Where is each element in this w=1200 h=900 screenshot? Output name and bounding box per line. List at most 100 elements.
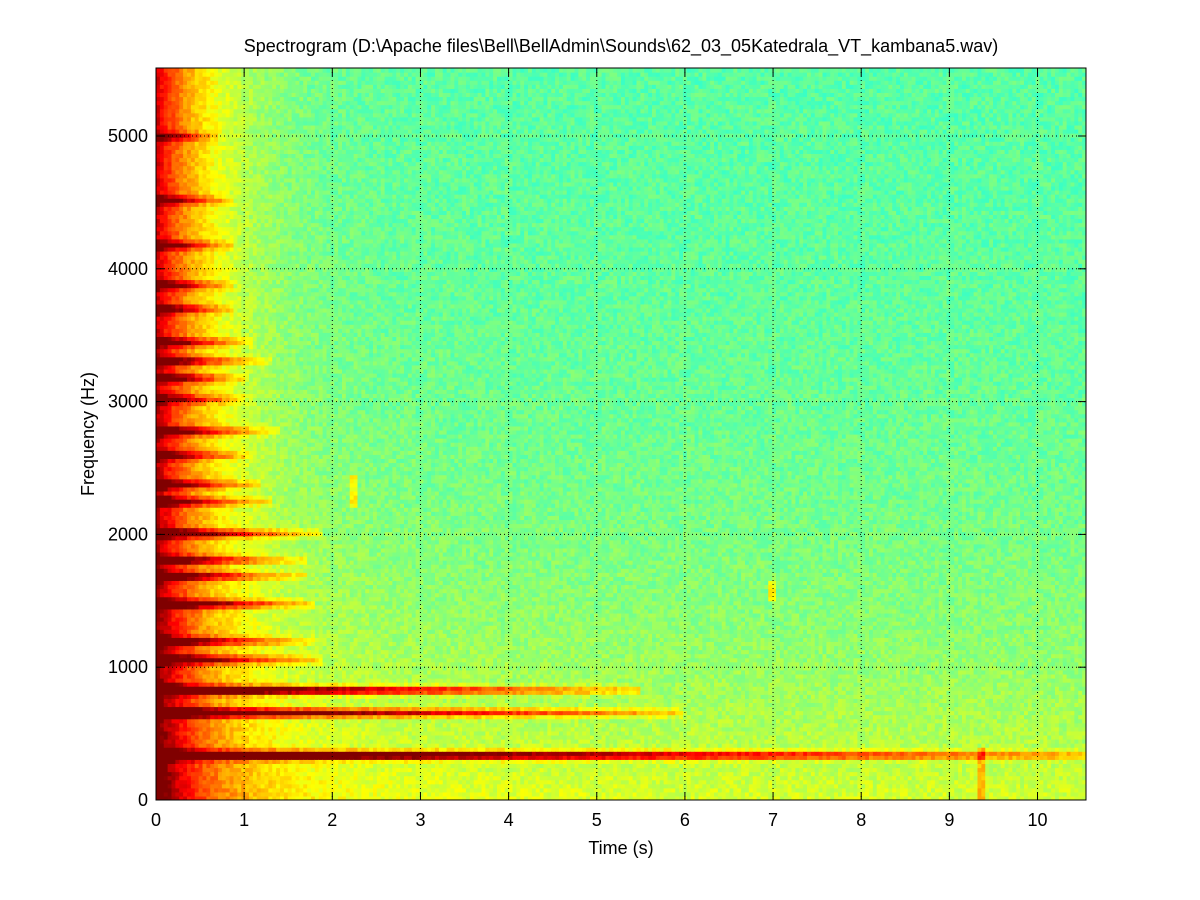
heatmap-cell xyxy=(183,694,187,699)
heatmap-cell xyxy=(179,605,183,610)
heatmap-cell xyxy=(230,296,234,301)
heatmap-cell xyxy=(210,507,214,512)
heatmap-cell xyxy=(175,471,179,476)
heatmap-cell xyxy=(210,214,214,219)
heatmap-cell xyxy=(195,686,199,691)
heatmap-cell xyxy=(206,190,210,195)
heatmap-cell xyxy=(218,727,222,732)
heatmap-cell xyxy=(214,198,218,203)
heatmap-cell xyxy=(226,617,230,622)
heatmap-cell xyxy=(230,442,234,447)
heatmap-cell xyxy=(226,772,230,777)
heatmap-cell xyxy=(206,340,210,345)
heatmap-cell xyxy=(230,377,234,382)
heatmap-cell xyxy=(175,552,179,557)
heatmap-cell xyxy=(210,125,214,130)
heatmap-cell xyxy=(199,743,203,748)
heatmap-cell xyxy=(226,438,230,443)
heatmap-cell xyxy=(172,564,176,569)
heatmap-cell xyxy=(214,92,218,97)
heatmap-cell xyxy=(203,76,207,81)
heatmap-cell xyxy=(226,385,230,390)
heatmap-cell xyxy=(222,68,226,73)
heatmap-cell xyxy=(214,178,218,183)
heatmap-cell xyxy=(179,564,183,569)
heatmap-cell xyxy=(179,686,183,691)
heatmap-cell xyxy=(179,706,183,711)
heatmap-cell xyxy=(191,251,195,256)
heatmap-cell xyxy=(203,544,207,549)
heatmap-cell xyxy=(156,743,160,748)
heatmap-cell xyxy=(179,145,183,150)
heatmap-cell xyxy=(179,763,183,768)
heatmap-cell xyxy=(156,763,160,768)
heatmap-cell xyxy=(218,369,222,374)
heatmap-cell xyxy=(156,137,160,142)
heatmap-cell xyxy=(172,475,176,480)
heatmap-cell xyxy=(199,755,203,760)
heatmap-cell xyxy=(237,637,241,642)
heatmap-cell xyxy=(179,743,183,748)
heatmap-cell xyxy=(210,300,214,305)
heatmap-cell xyxy=(156,438,160,443)
heatmap-cell xyxy=(175,80,179,85)
heatmap-cell xyxy=(226,487,230,492)
heatmap-cell xyxy=(237,304,241,309)
heatmap-cell xyxy=(156,751,160,756)
heatmap-cell xyxy=(195,589,199,594)
heatmap-cell xyxy=(203,328,207,333)
heatmap-cell xyxy=(168,723,172,728)
heatmap-cell xyxy=(156,511,160,516)
heatmap-cell xyxy=(187,170,191,175)
heatmap-cell xyxy=(214,751,218,756)
heatmap-cell xyxy=(226,536,230,541)
heatmap-cell xyxy=(226,454,230,459)
heatmap-cell xyxy=(214,231,218,236)
heatmap-cell xyxy=(214,564,218,569)
heatmap-cell xyxy=(156,88,160,93)
heatmap-cell xyxy=(187,552,191,557)
heatmap-cell xyxy=(160,316,164,321)
heatmap-cell xyxy=(199,328,203,333)
heatmap-cell xyxy=(191,788,195,793)
heatmap-cell xyxy=(218,84,222,89)
heatmap-cell xyxy=(230,556,234,561)
heatmap-cell xyxy=(203,324,207,329)
heatmap-cell xyxy=(230,186,234,191)
heatmap-cell xyxy=(222,393,226,398)
heatmap-cell xyxy=(191,576,195,581)
heatmap-cell xyxy=(237,568,241,573)
heatmap-cell xyxy=(191,702,195,707)
heatmap-cell xyxy=(175,414,179,419)
heatmap-cell xyxy=(175,548,179,553)
heatmap-cell xyxy=(195,304,199,309)
heatmap-cell xyxy=(195,430,199,435)
heatmap-cell xyxy=(195,393,199,398)
heatmap-cell xyxy=(203,178,207,183)
heatmap-cell xyxy=(218,259,222,264)
heatmap-cell xyxy=(160,101,164,106)
heatmap-cell xyxy=(214,556,218,561)
heatmap-cell xyxy=(187,231,191,236)
heatmap-cell xyxy=(230,552,234,557)
heatmap-cell xyxy=(214,711,218,716)
heatmap-cell xyxy=(172,426,176,431)
heatmap-cell xyxy=(234,467,238,472)
heatmap-cell xyxy=(234,491,238,496)
heatmap-cell xyxy=(199,678,203,683)
heatmap-cell xyxy=(168,755,172,760)
heatmap-cell xyxy=(237,548,241,553)
heatmap-cell xyxy=(206,682,210,687)
heatmap-cell xyxy=(183,340,187,345)
heatmap-cell xyxy=(206,723,210,728)
heatmap-cell xyxy=(206,568,210,573)
heatmap-cell xyxy=(226,430,230,435)
heatmap-cell xyxy=(206,593,210,598)
heatmap-cell xyxy=(199,349,203,354)
heatmap-cell xyxy=(175,92,179,97)
heatmap-cell xyxy=(195,80,199,85)
heatmap-cell xyxy=(206,662,210,667)
heatmap-cell xyxy=(168,259,172,264)
heatmap-cell xyxy=(175,621,179,626)
heatmap-cell xyxy=(226,389,230,394)
